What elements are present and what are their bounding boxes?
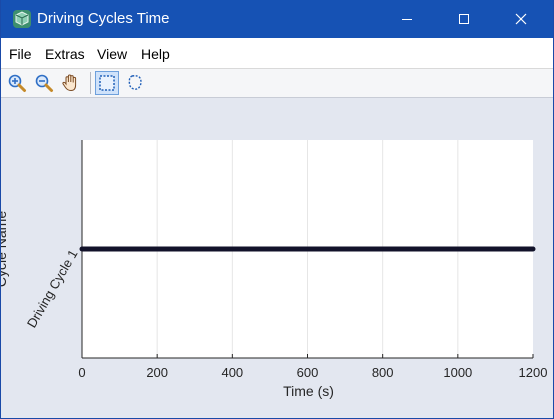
zoom-out-button[interactable] [32, 71, 56, 95]
minimize-button[interactable] [384, 0, 430, 38]
x-tick-label: 200 [146, 365, 168, 380]
x-tick-label: 400 [221, 365, 243, 380]
x-axis-label: Time (s) [283, 383, 334, 399]
lasso-select-button[interactable] [123, 71, 147, 95]
close-icon [515, 13, 527, 25]
zoom-in-icon [7, 73, 27, 93]
app-icon [12, 9, 32, 29]
zoom-out-icon [34, 73, 54, 93]
menu-help[interactable]: Help [141, 46, 170, 62]
toolbar-separator [90, 72, 91, 94]
time-chart[interactable]: 0 200 400 600 800 1000 1200 Driving Cycle 1 Time… [1, 98, 554, 419]
rectangle-select-icon [97, 73, 117, 93]
close-button[interactable] [498, 0, 544, 38]
menu-file[interactable]: File [9, 46, 32, 62]
menu-bar: File Extras View Help [1, 38, 554, 68]
pan-button[interactable] [59, 71, 83, 95]
x-tick-label: 1000 [443, 365, 472, 380]
window-title: Driving Cycles Time [37, 10, 170, 28]
maximize-button[interactable] [441, 0, 487, 38]
zoom-in-button[interactable] [5, 71, 29, 95]
title-bar[interactable]: Driving Cycles Time [1, 0, 554, 38]
x-tick-label: 1200 [519, 365, 548, 380]
toolbar [1, 68, 554, 98]
y-tick-label: Driving Cycle 1 [24, 247, 81, 330]
x-tick-label: 600 [297, 365, 319, 380]
menu-extras[interactable]: Extras [45, 46, 85, 62]
x-tick-label: 0 [78, 365, 85, 380]
x-tick-label: 800 [372, 365, 394, 380]
menu-view[interactable]: View [97, 46, 127, 62]
y-axis-label: Cycle Name [1, 211, 9, 287]
minimize-icon [401, 13, 413, 25]
rectangle-select-button[interactable] [95, 71, 119, 95]
maximize-icon [458, 13, 470, 25]
pan-hand-icon [60, 72, 82, 94]
figure-area: 0 200 400 600 800 1000 1200 Driving Cycle 1 Time… [1, 98, 554, 419]
lasso-select-icon [125, 73, 145, 93]
